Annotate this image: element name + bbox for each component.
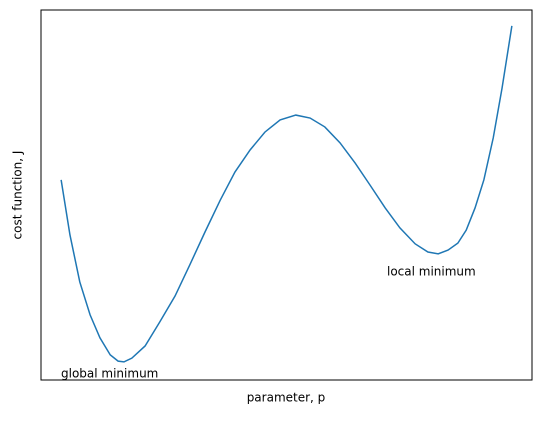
- axes-frame: [40, 9, 533, 381]
- annotation: global minimum: [61, 367, 158, 381]
- x-axis-label: parameter, p: [247, 391, 326, 405]
- y-axis-label: cost function, J: [11, 151, 25, 240]
- annotation: local minimum: [387, 265, 476, 279]
- line-series: [60, 25, 513, 363]
